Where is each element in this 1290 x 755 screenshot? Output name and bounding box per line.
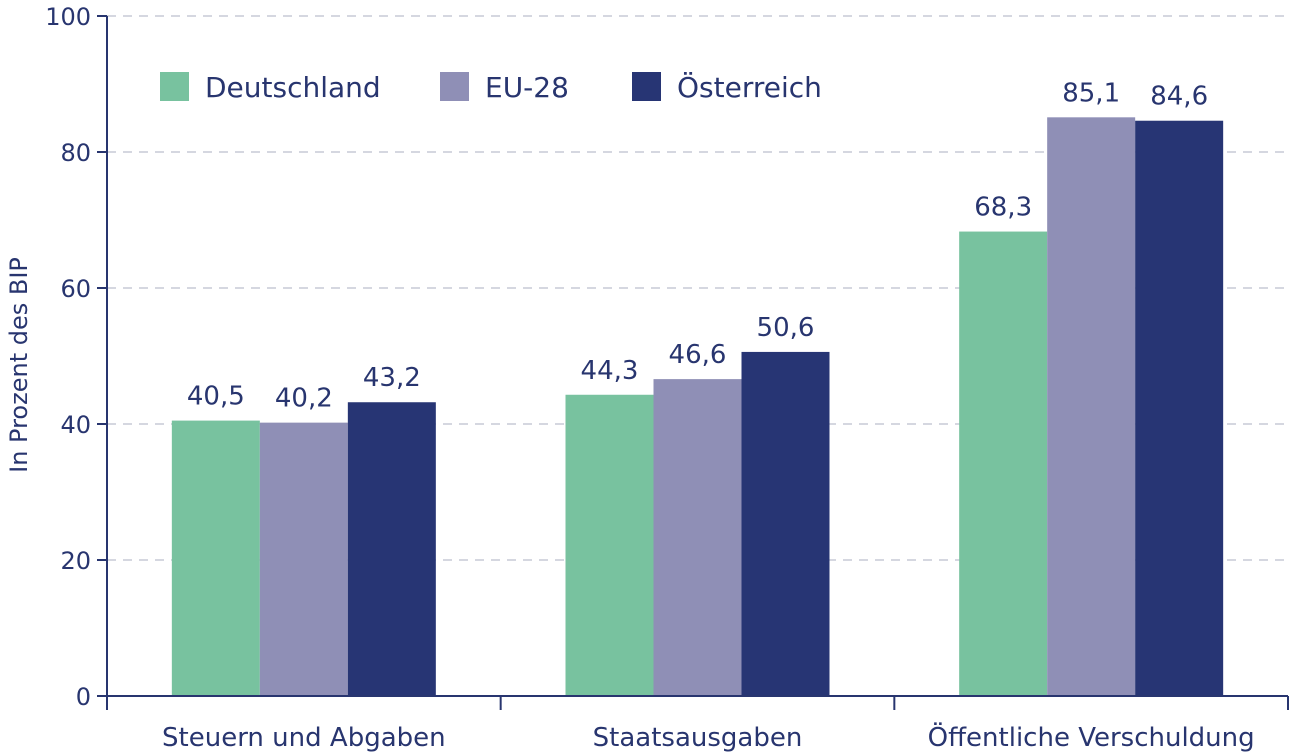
- y-tick-label: 20: [60, 547, 91, 575]
- x-tick-label: Öffentliche Verschuldung: [928, 721, 1255, 753]
- bars: [171, 117, 1224, 697]
- x-tick-labels: Steuern und Abgaben Staatsausgaben Öffentl…: [162, 721, 1255, 753]
- y-tick-label: 40: [60, 411, 91, 439]
- data-label: 44,3: [581, 356, 639, 386]
- data-label: 84,6: [1150, 82, 1208, 112]
- legend-swatch: [440, 72, 469, 101]
- bar--sterreich-1: [741, 351, 830, 696]
- x-tick-label: Staatsausgaben: [593, 723, 803, 753]
- data-label: 46,6: [669, 340, 727, 370]
- y-tick-label: 100: [45, 3, 91, 31]
- y-axis-title: In Prozent des BIP: [5, 257, 33, 473]
- y-tick-label: 0: [76, 683, 91, 711]
- data-label: 40,5: [187, 382, 245, 412]
- bar-eu-28-1: [653, 379, 742, 696]
- y-tick-labels: 0 20 40 60 80 100: [45, 3, 91, 711]
- value-labels: 40,5 40,2 43,2 44,3 46,6 50,6 68,3 85,1 84,6: [187, 78, 1208, 413]
- data-label: 50,6: [757, 313, 815, 343]
- x-tick-label: Steuern und Abgaben: [162, 723, 446, 753]
- bar-eu-28-2: [1047, 117, 1136, 696]
- data-label: 85,1: [1062, 78, 1120, 108]
- bar-deutschland-0: [171, 420, 260, 696]
- data-label: 43,2: [363, 363, 421, 393]
- y-tick-label: 60: [60, 275, 91, 303]
- bar-eu-28-0: [259, 422, 348, 696]
- legend: Deutschland EU-28 Österreich: [160, 70, 822, 104]
- bar-deutschland-2: [959, 231, 1048, 696]
- bar--sterreich-0: [347, 402, 436, 696]
- axes: [97, 15, 1289, 710]
- bar-deutschland-1: [565, 394, 654, 696]
- legend-swatch: [160, 72, 189, 101]
- legend-label: Deutschland: [205, 71, 381, 104]
- bar--sterreich-2: [1135, 120, 1224, 697]
- y-tick-label: 80: [60, 139, 91, 167]
- legend-swatch: [632, 72, 661, 101]
- legend-label: EU-28: [485, 71, 569, 104]
- legend-label: Österreich: [677, 70, 822, 104]
- data-label: 40,2: [275, 384, 333, 414]
- data-label: 68,3: [974, 193, 1032, 223]
